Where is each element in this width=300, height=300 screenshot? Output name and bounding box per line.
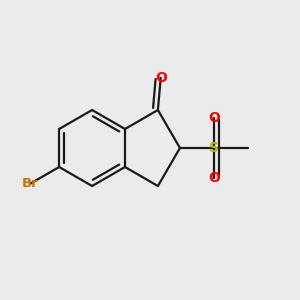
Text: O: O <box>208 171 220 184</box>
Text: S: S <box>209 141 219 155</box>
Text: O: O <box>208 111 220 125</box>
Text: O: O <box>155 71 167 85</box>
Text: Br: Br <box>22 177 39 190</box>
